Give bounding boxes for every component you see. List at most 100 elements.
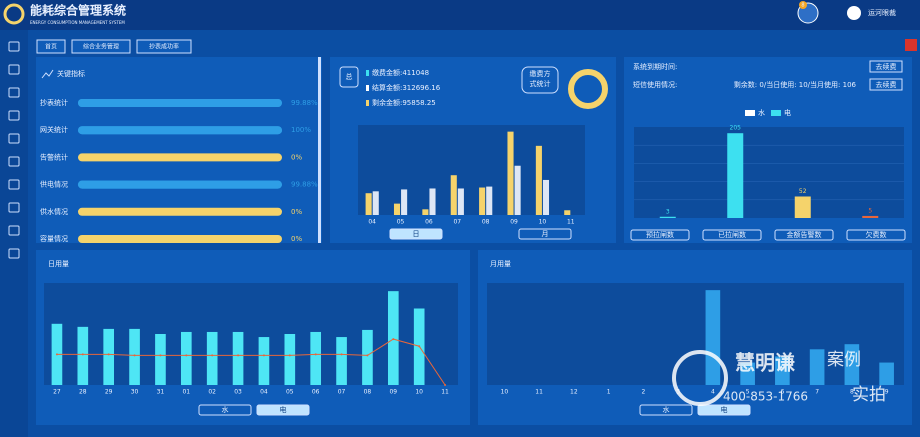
kpi-value: 99.88% bbox=[291, 99, 318, 107]
app-title: 能耗综合管理系统 bbox=[30, 3, 126, 18]
kpi-value: 0% bbox=[291, 235, 302, 243]
bar bbox=[450, 175, 457, 215]
category-button[interactable] bbox=[846, 229, 906, 241]
line-point bbox=[237, 354, 240, 357]
user-name[interactable]: 运河眼裁 bbox=[868, 8, 896, 17]
renew-text[interactable]: 去续费 bbox=[876, 80, 897, 89]
x-tick-label: 8 bbox=[850, 389, 854, 396]
bar bbox=[422, 209, 429, 215]
header-bar bbox=[0, 0, 920, 30]
renew-button[interactable] bbox=[869, 60, 903, 73]
kpi-value: 0% bbox=[291, 153, 302, 161]
nav-icon[interactable] bbox=[8, 156, 20, 167]
toggle-label[interactable]: 水 bbox=[222, 405, 229, 414]
sidebar bbox=[0, 30, 28, 437]
nav-icon[interactable] bbox=[8, 64, 20, 75]
renew-text[interactable]: 去续费 bbox=[876, 62, 897, 71]
x-tick-label[interactable]: 金额告警数 bbox=[787, 230, 822, 239]
nav-icon[interactable] bbox=[8, 225, 20, 236]
kpi-title: 关键指标 bbox=[57, 69, 85, 78]
watermark: 慧明谦 案例 实拍 400-853-1766 bbox=[672, 350, 886, 406]
toggle-button[interactable] bbox=[639, 404, 693, 416]
line-point bbox=[340, 353, 343, 356]
nav-icon[interactable] bbox=[8, 110, 20, 121]
bar bbox=[387, 291, 399, 385]
renew-button[interactable] bbox=[869, 78, 903, 91]
kpi-bar bbox=[78, 126, 282, 135]
bar bbox=[862, 215, 879, 218]
method-label: 缴费方式统计 bbox=[529, 70, 551, 88]
x-tick-label: 6 bbox=[780, 389, 784, 396]
toggle-label[interactable]: 水 bbox=[663, 405, 670, 414]
kpi-label: 告警统计 bbox=[40, 152, 68, 161]
legend-label: 结算金额:312696.16 bbox=[372, 83, 441, 92]
x-tick-label: 11 bbox=[535, 389, 543, 396]
x-tick-label: 08 bbox=[364, 389, 372, 396]
x-tick-label: 05 bbox=[397, 219, 405, 226]
bar bbox=[844, 344, 860, 385]
toggle-button[interactable] bbox=[518, 228, 572, 240]
x-tick-label: 31 bbox=[157, 389, 165, 396]
category-button[interactable] bbox=[774, 229, 834, 241]
plot-area bbox=[634, 127, 904, 218]
tab-label[interactable]: 抄表成功率 bbox=[149, 43, 179, 51]
tab[interactable] bbox=[71, 39, 131, 54]
legend-swatch bbox=[771, 110, 781, 116]
total-box bbox=[339, 66, 359, 88]
toggle-label[interactable]: 电 bbox=[280, 405, 287, 414]
category-button[interactable] bbox=[630, 229, 690, 241]
x-tick-label[interactable]: 已拉闸数 bbox=[718, 230, 746, 239]
value-label: 3 bbox=[666, 208, 670, 215]
line-point bbox=[159, 354, 162, 357]
tab-label[interactable]: 首页 bbox=[45, 43, 57, 51]
nav-icon[interactable] bbox=[8, 87, 20, 98]
bar bbox=[284, 334, 296, 385]
category-button[interactable] bbox=[702, 229, 762, 241]
toggle-label[interactable]: 电 bbox=[721, 405, 728, 414]
watermark-logo bbox=[672, 350, 728, 406]
toggle-button[interactable] bbox=[389, 228, 443, 240]
watermark-tag: 实拍 bbox=[852, 385, 886, 405]
kpi-track bbox=[78, 207, 282, 216]
avatar[interactable] bbox=[847, 6, 861, 20]
x-tick-label: 07 bbox=[338, 389, 346, 396]
toggle-label[interactable]: 日 bbox=[413, 230, 420, 238]
watermark-tag: 案例 bbox=[827, 350, 861, 370]
legend-label: 电 bbox=[784, 108, 791, 117]
x-tick-label: 4 bbox=[711, 389, 715, 396]
value-label: 52 bbox=[799, 188, 807, 195]
kpi-bar bbox=[78, 180, 282, 189]
bar bbox=[401, 189, 408, 215]
plot-area bbox=[358, 125, 585, 215]
line-point bbox=[392, 338, 395, 341]
nav-icon[interactable] bbox=[8, 202, 20, 213]
toggle-button[interactable] bbox=[256, 404, 310, 416]
tab-label[interactable]: 综合业务管理 bbox=[83, 43, 119, 51]
x-tick-label: 10 bbox=[415, 389, 423, 396]
nav-icon[interactable] bbox=[8, 41, 20, 52]
tab[interactable] bbox=[136, 39, 192, 54]
nav-icon[interactable] bbox=[8, 133, 20, 144]
bar bbox=[564, 210, 571, 215]
x-tick-label: 29 bbox=[105, 389, 113, 396]
bar bbox=[103, 328, 115, 385]
nav-icon[interactable] bbox=[8, 248, 20, 259]
tab[interactable] bbox=[36, 39, 66, 54]
x-tick-label: 09 bbox=[510, 219, 518, 226]
app-subtitle: ENERGY CONSUMPTION MANAGEMENT SYSTEM bbox=[30, 20, 125, 25]
bar bbox=[507, 131, 514, 215]
legend-swatch bbox=[745, 110, 755, 116]
toggle-button[interactable] bbox=[697, 404, 751, 416]
line-point bbox=[211, 354, 214, 357]
x-tick-label[interactable]: 欠费数 bbox=[866, 230, 887, 239]
x-tick-label: 06 bbox=[425, 219, 433, 226]
x-tick-label: 9 bbox=[885, 389, 889, 396]
toggle-label[interactable]: 月 bbox=[542, 230, 549, 238]
close-all[interactable] bbox=[905, 39, 917, 51]
x-tick-label[interactable]: 预拉闸数 bbox=[646, 230, 674, 239]
nav-icon[interactable] bbox=[8, 179, 20, 190]
x-tick-label: 05 bbox=[286, 389, 294, 396]
line-point bbox=[418, 345, 421, 348]
toggle-button[interactable] bbox=[198, 404, 252, 416]
